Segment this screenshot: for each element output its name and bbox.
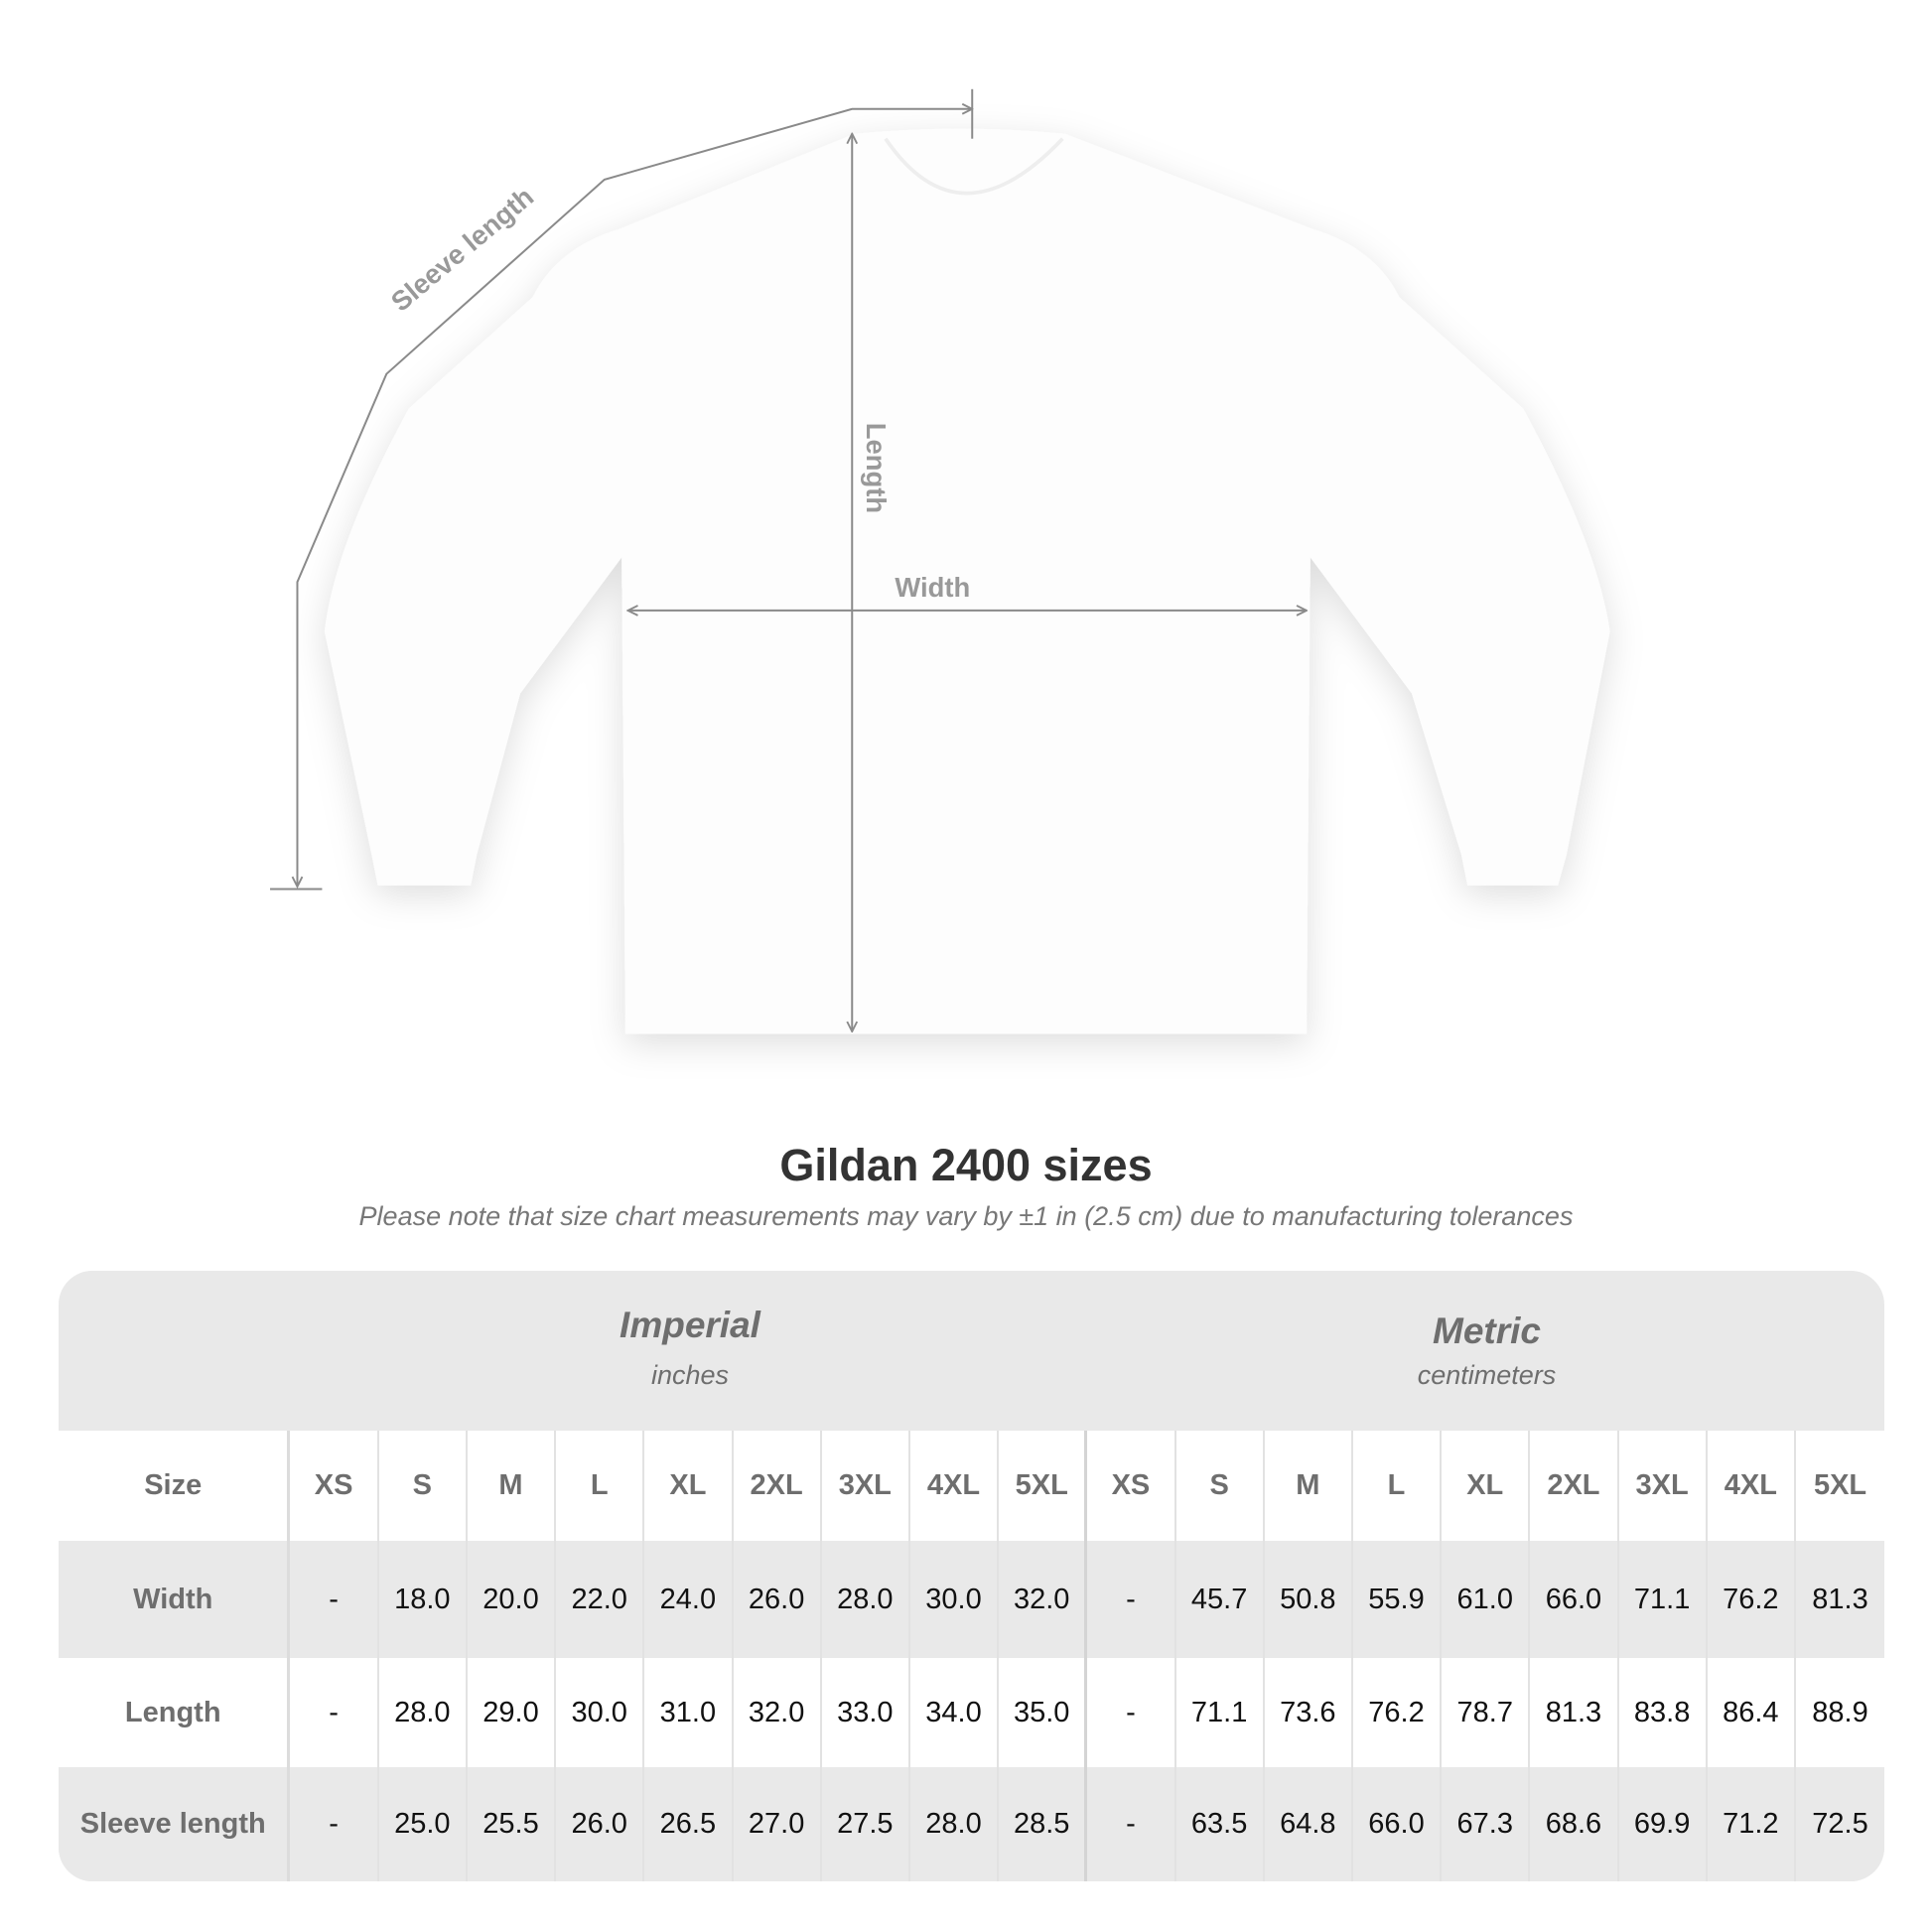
size-header-metric: M [1265,1431,1353,1541]
cell-imperial: 29.0 [468,1658,557,1767]
cell-imperial: 28.5 [999,1767,1088,1881]
cell-imperial: 25.5 [468,1767,557,1881]
cell-metric: 71.1 [1176,1658,1265,1767]
tolerance-note: Please note that size chart measurements… [358,1201,1574,1231]
cell-imperial: 28.0 [910,1767,1000,1881]
cell-imperial: 32.0 [999,1541,1088,1658]
cell-metric: 73.6 [1265,1658,1353,1767]
cell-imperial: 27.5 [822,1767,910,1881]
cell-imperial: 30.0 [910,1541,1000,1658]
cell-imperial: 28.0 [822,1541,910,1658]
size-header-imperial: 4XL [910,1431,1000,1541]
cell-metric: 76.2 [1353,1658,1443,1767]
cell-metric: - [1087,1658,1176,1767]
cell-imperial: 32.0 [734,1658,822,1767]
cell-metric: 50.8 [1265,1541,1353,1658]
cell-metric: 64.8 [1265,1767,1353,1881]
size-header-metric: 4XL [1708,1431,1796,1541]
cell-metric: 66.0 [1353,1767,1443,1881]
cell-imperial: - [290,1658,379,1767]
sleeve-length-label: Sleeve length [385,181,539,317]
cell-imperial: 25.0 [379,1767,468,1881]
size-header-row: Size XS S M L XL 2XL 3XL 4XL 5XL XS S M L XL 2XL 3XL 4XL 5… [59,1431,1884,1541]
cell-imperial: 35.0 [999,1658,1088,1767]
cell-metric: 71.2 [1708,1767,1796,1881]
metric-unit: centimeters [1417,1360,1557,1390]
cell-metric: - [1087,1541,1176,1658]
cell-metric: 88.9 [1812,1696,1868,1728]
cell-imperial: 27.0 [734,1767,822,1881]
cell-metric: 68.6 [1530,1767,1619,1881]
size-header-metric: 2XL [1530,1431,1619,1541]
size-header-imperial: M [468,1431,557,1541]
cell-imperial: 34.0 [910,1658,1000,1767]
cell-metric: 55.9 [1353,1541,1443,1658]
cell-metric: 66.0 [1530,1541,1619,1658]
cell-metric: 83.8 [1619,1658,1708,1767]
shirt-diagram: Sleeve length Length Width [270,88,1610,1035]
size-header-metric: XS [1087,1431,1176,1541]
cell-imperial: 31.0 [644,1658,734,1767]
cell-metric: 69.9 [1619,1767,1708,1881]
cell-metric: 45.7 [1176,1541,1265,1658]
cell-metric: 63.5 [1176,1767,1265,1881]
cell-metric: - [1087,1767,1176,1881]
cell-imperial: - [290,1767,379,1881]
size-header-imperial: XS [290,1431,379,1541]
size-header-imperial: 2XL [734,1431,822,1541]
cell-imperial: 33.0 [822,1658,910,1767]
cell-imperial: 26.0 [734,1541,822,1658]
cell-metric: 71.1 [1619,1541,1708,1658]
page-title: Gildan 2400 sizes [779,1140,1153,1190]
cell-imperial: 30.0 [556,1658,645,1767]
width-label: Width [895,572,970,603]
cell-imperial: 26.5 [644,1767,734,1881]
cell-metric: 72.5 [1812,1808,1868,1840]
cell-metric: 81.3 [1812,1583,1868,1615]
cell-metric: 76.2 [1708,1541,1796,1658]
size-header-metric: L [1353,1431,1443,1541]
metric-header: Metric centimeters [1089,1271,1884,1431]
size-header-imperial: 3XL [822,1431,910,1541]
row-label: Width [59,1541,291,1658]
size-header-metric: 5XL [1813,1469,1867,1501]
cell-imperial: 24.0 [644,1541,734,1658]
size-header-metric: S [1176,1431,1265,1541]
length-label: Length [861,423,892,513]
table-row: Width -18.0 20.0 22.0 24.0 26.0 28.0 30.0 32.0-4… [59,1541,1884,1658]
cell-imperial: 20.0 [468,1541,557,1658]
cell-imperial: 26.0 [556,1767,645,1881]
size-header-imperial: L [556,1431,645,1541]
cell-metric: 61.0 [1442,1541,1531,1658]
size-header-imperial: S [379,1431,468,1541]
imperial-title: Imperial [620,1305,760,1345]
cell-imperial: 18.0 [379,1541,468,1658]
size-table: Imperial inches Metric centimeters Size X… [59,1271,1884,1881]
size-header-imperial: XL [644,1431,734,1541]
row-label: Length [59,1658,291,1767]
table-row: Sleeve length -25.0 25.5 26.0 26.5 27.0 27.5 28… [59,1767,1884,1881]
metric-title: Metric [1433,1311,1541,1351]
table-row: Length -28.0 29.0 30.0 31.0 32.0 33.0 34.0 35.0-… [59,1658,1884,1767]
cell-imperial: 28.0 [379,1658,468,1767]
row-label: Sleeve length [59,1767,291,1881]
size-header-metric: XL [1442,1431,1531,1541]
cell-metric: 67.3 [1442,1767,1531,1881]
size-label: Size [59,1431,291,1541]
imperial-header: Imperial inches [291,1271,1089,1431]
cell-metric: 81.3 [1530,1658,1619,1767]
cell-metric: 86.4 [1708,1658,1796,1767]
size-header-metric: 3XL [1619,1431,1708,1541]
sleeve-length-line [297,109,972,887]
cell-imperial: 22.0 [556,1541,645,1658]
cell-metric: 78.7 [1442,1658,1531,1767]
size-header-imperial: 5XL [999,1431,1088,1541]
imperial-unit: inches [650,1360,730,1390]
cell-imperial: - [290,1541,379,1658]
